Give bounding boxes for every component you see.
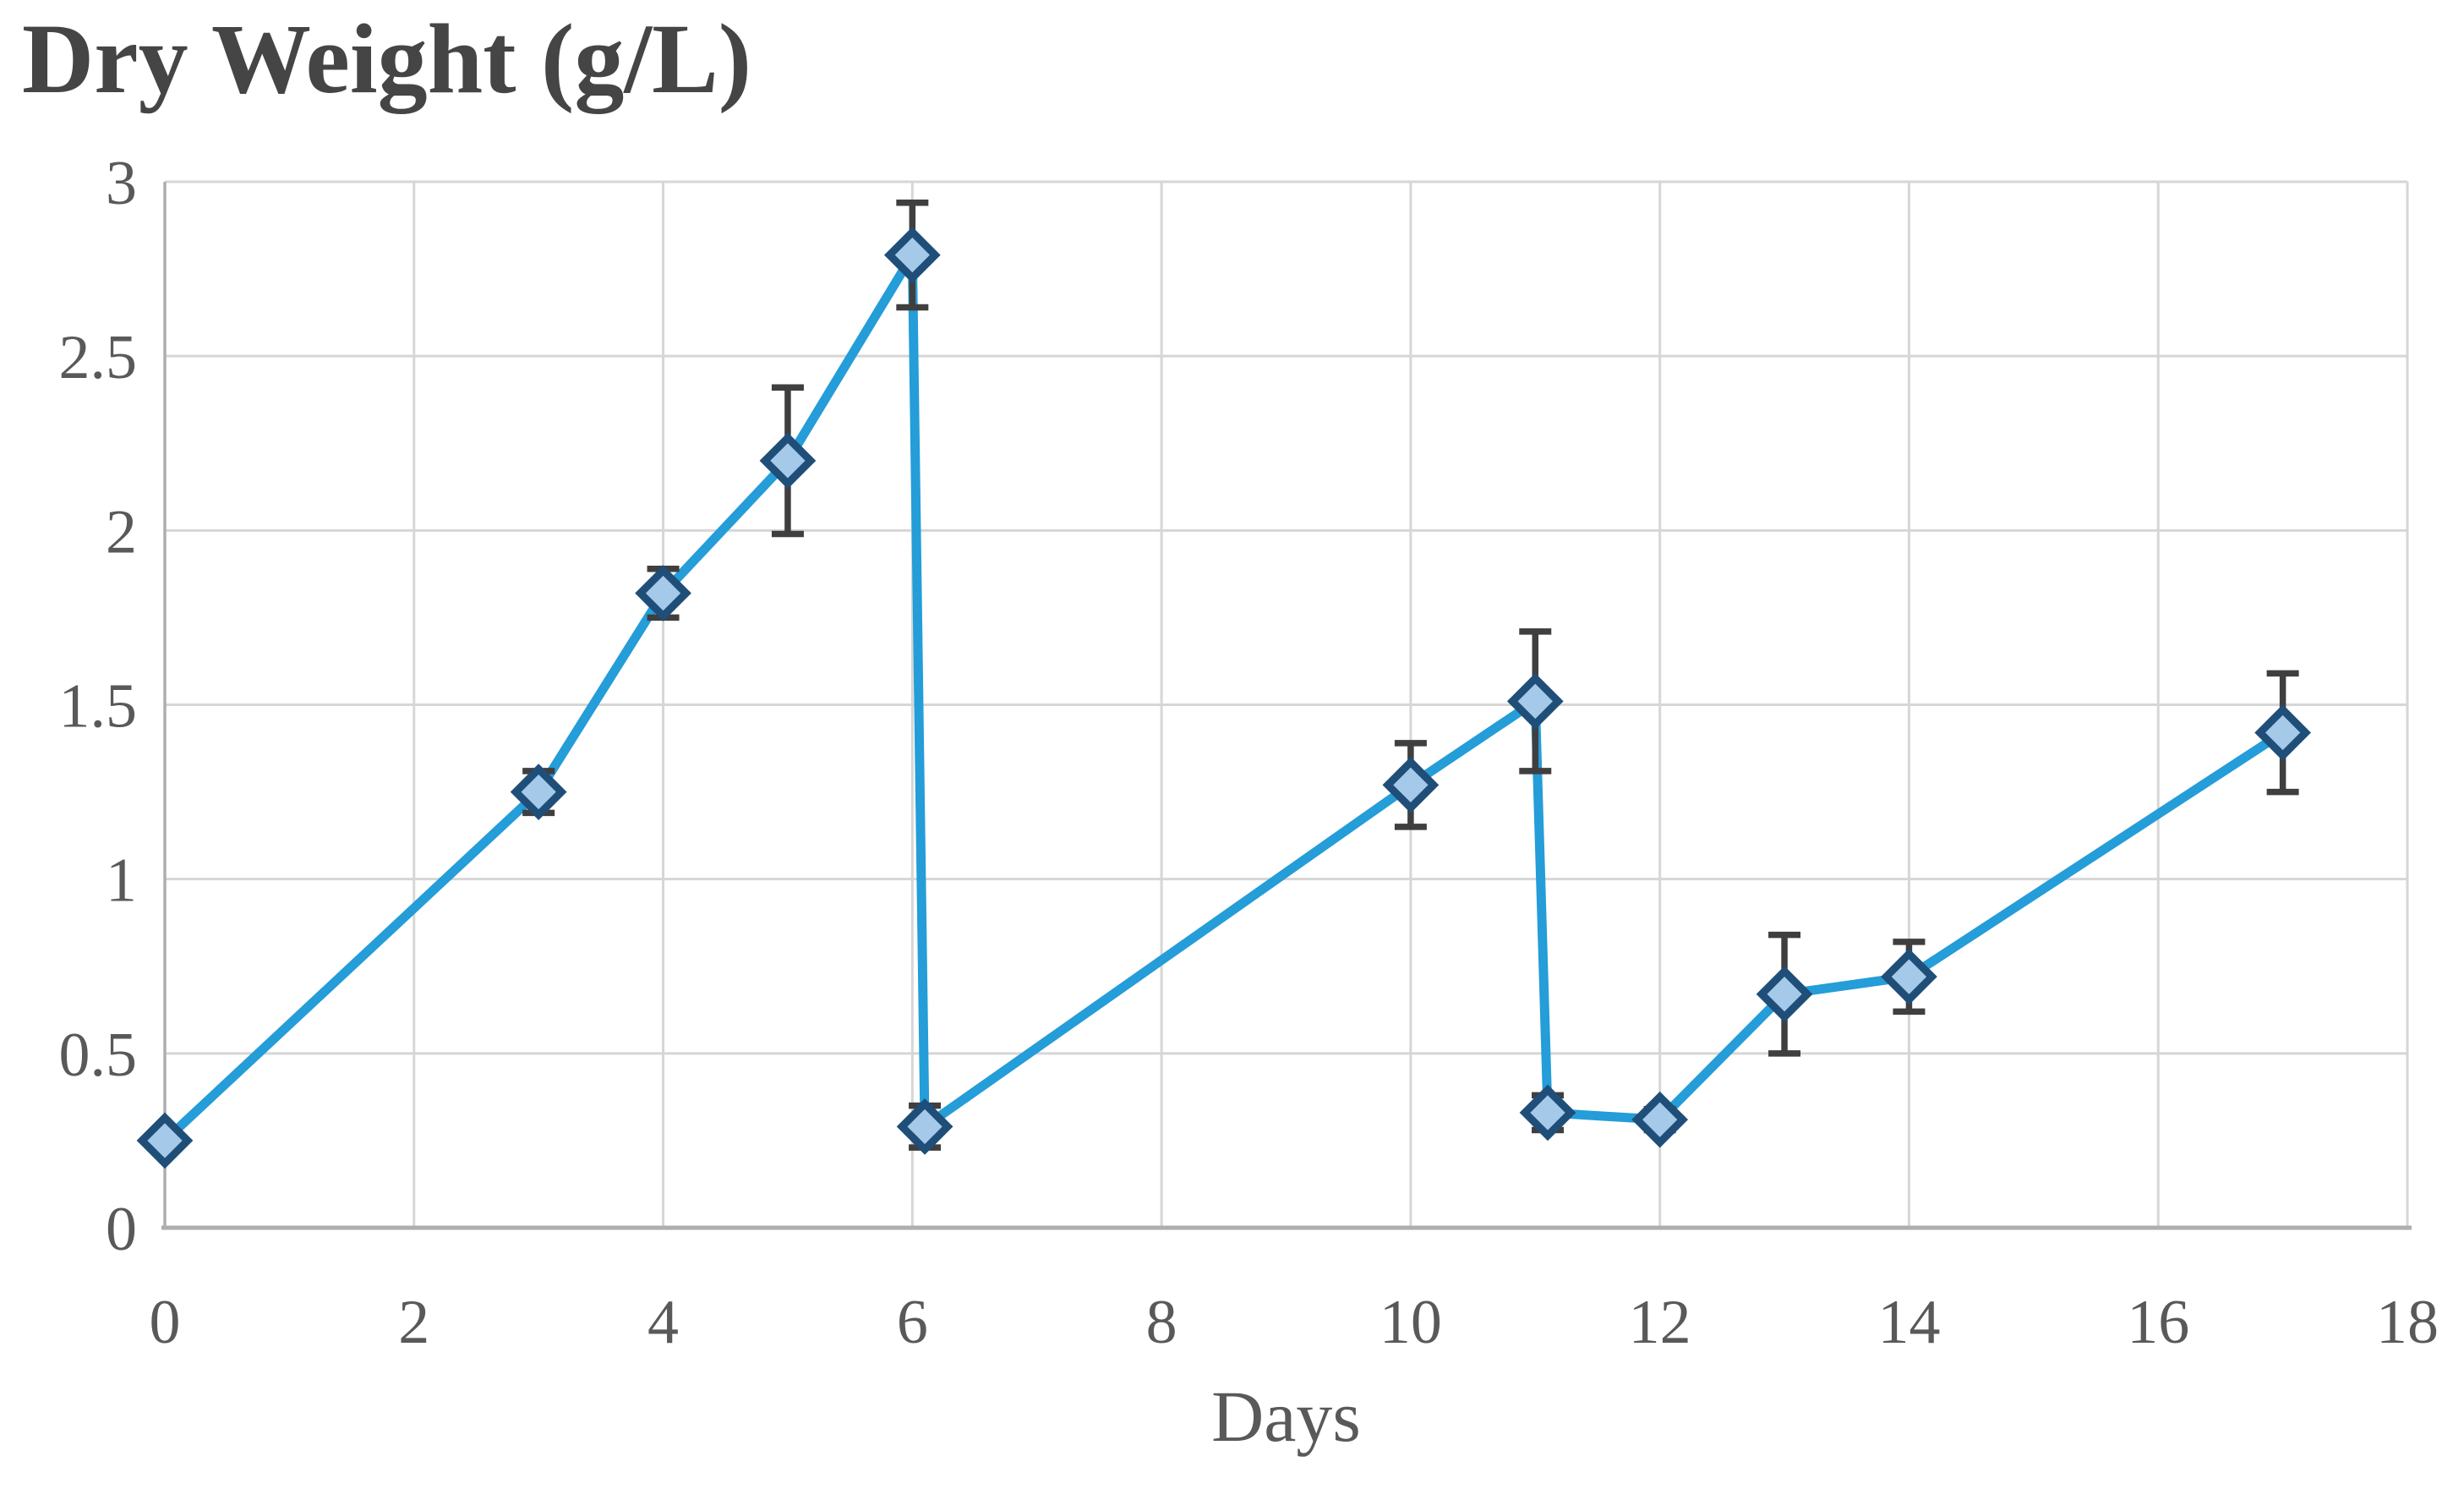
diamond-marker xyxy=(896,1098,953,1155)
diamond-marker xyxy=(883,227,941,283)
diamond-marker xyxy=(759,432,817,490)
y-tick-label: 3 xyxy=(106,149,137,218)
y-tick-label: 0.5 xyxy=(59,1021,138,1090)
diamond-marker xyxy=(1756,966,1813,1023)
y-tick-label: 0 xyxy=(106,1195,137,1264)
data-line xyxy=(160,250,2288,1146)
x-tick-label: 2 xyxy=(398,1288,429,1357)
x-tick-label: 18 xyxy=(2376,1288,2439,1357)
x-tick-label: 4 xyxy=(647,1288,679,1357)
diamond-marker xyxy=(136,1112,194,1169)
diamond-marker xyxy=(510,764,567,820)
chart-title: Dry Weight (g/L) xyxy=(22,3,752,114)
y-tick-label: 1 xyxy=(106,846,137,916)
y-tick-label: 1.5 xyxy=(59,672,138,742)
y-tick-label: 2.5 xyxy=(59,323,138,392)
x-tick-label: 6 xyxy=(897,1288,928,1357)
diamond-marker xyxy=(635,565,691,621)
diamond-marker xyxy=(1519,1084,1576,1141)
x-axis-title: Days xyxy=(1211,1376,1361,1457)
x-tick-label: 10 xyxy=(1380,1288,1442,1357)
x-tick-label: 16 xyxy=(2127,1288,2189,1357)
diamond-marker xyxy=(1881,948,1937,1005)
diamond-marker xyxy=(1631,1091,1689,1148)
x-tick-label: 8 xyxy=(1146,1288,1177,1357)
x-tick-label: 0 xyxy=(150,1288,181,1357)
y-tick-label: 2 xyxy=(106,497,137,567)
x-tick-label: 12 xyxy=(1629,1288,1691,1357)
x-tick-label: 14 xyxy=(1877,1288,1940,1357)
diamond-marker xyxy=(1506,673,1564,730)
diamond-marker xyxy=(2254,704,2311,761)
diamond-marker xyxy=(1382,756,1440,813)
